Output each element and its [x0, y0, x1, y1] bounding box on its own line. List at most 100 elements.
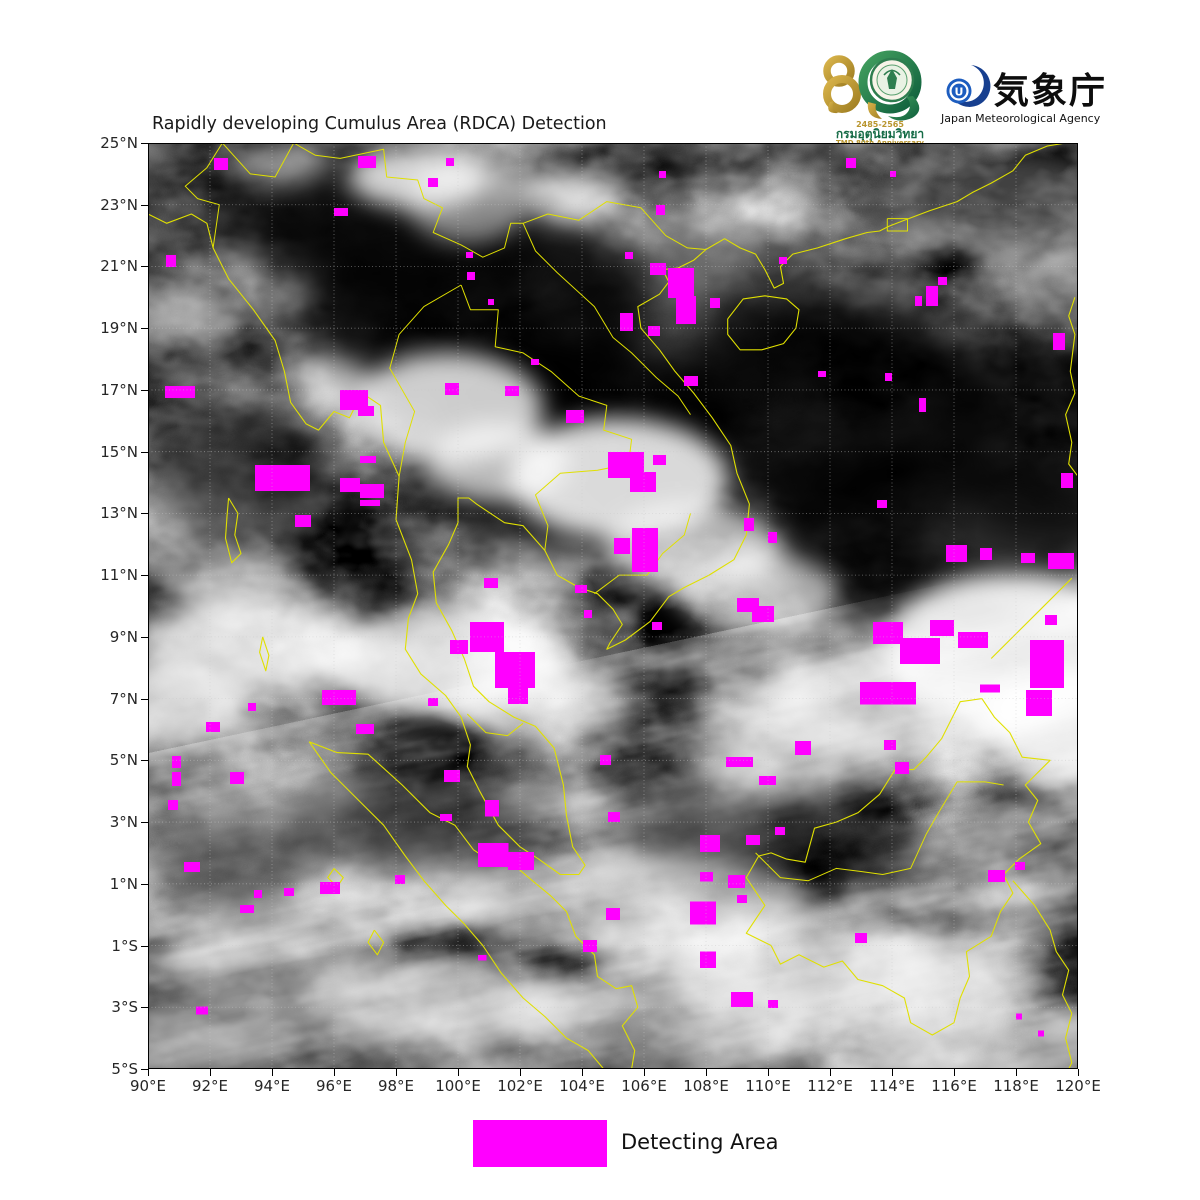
detection-area: [1052, 332, 1065, 350]
detection-area: [320, 881, 341, 894]
detection-area: [988, 869, 1006, 882]
x-tick-label: 104°E: [559, 1077, 605, 1095]
y-tick-label: 3°S: [111, 998, 138, 1017]
detection-area: [883, 740, 896, 750]
detection-area: [467, 272, 476, 280]
x-tick-mark: [582, 1069, 583, 1076]
y-tick-label: 9°N: [109, 627, 138, 646]
detection-area: [895, 761, 909, 774]
detection-area: [214, 158, 228, 171]
detection-area: [196, 1006, 209, 1015]
detection-area: [1061, 473, 1074, 489]
map-frame: [148, 143, 1078, 1069]
detection-area: [700, 951, 717, 968]
detection-area: [254, 890, 263, 898]
detection-area: [877, 500, 887, 509]
detection-area: [507, 687, 528, 704]
x-tick-label: 120°E: [1055, 1077, 1101, 1095]
y-tick-mark: [141, 636, 148, 638]
detection-area: [768, 999, 778, 1008]
x-tick-mark: [954, 1069, 955, 1076]
detection-area: [1030, 640, 1065, 688]
detection-area: [427, 698, 438, 706]
y-tick-mark: [141, 945, 148, 947]
detection-area: [466, 252, 474, 258]
x-tick-label: 90°E: [129, 1077, 167, 1095]
detection-area: [248, 702, 257, 711]
x-tick-mark: [644, 1069, 645, 1076]
detection-area: [751, 606, 774, 623]
detection-area: [700, 871, 714, 882]
tmd-thai-name: กรมอุตุนิยมวิทยา: [836, 127, 924, 142]
detection-area: [653, 455, 666, 465]
x-tick-label: 100°E: [435, 1077, 481, 1095]
detection-area: [1045, 615, 1058, 625]
x-tick-mark: [1078, 1069, 1079, 1076]
jma-crescent-shape: [951, 65, 991, 107]
detection-areas-layer: [165, 156, 1074, 1037]
country-border: [389, 284, 462, 477]
tmd-number-8: [823, 55, 861, 114]
grid-lines-layer: [148, 143, 1078, 1069]
y-tick-mark: [141, 883, 148, 885]
country-border: [184, 143, 223, 248]
detection-area: [649, 263, 666, 276]
detection-area: [484, 577, 498, 588]
country-border: [886, 218, 908, 232]
detection-area: [1021, 552, 1035, 563]
detection-area: [890, 171, 896, 177]
detection-area: [689, 901, 716, 925]
jma-mark-letter: U: [955, 86, 964, 99]
tmd-number-0: [858, 50, 922, 121]
detection-area: [334, 208, 348, 217]
x-tick-mark: [334, 1069, 335, 1076]
detection-area: [731, 991, 754, 1007]
y-tick-mark: [141, 575, 148, 577]
detection-area: [817, 371, 826, 377]
detection-area: [631, 527, 658, 572]
detection-area: [321, 690, 356, 706]
satellite-map-canvas: [148, 143, 1078, 1069]
detection-area: [449, 640, 468, 654]
legend-detecting-area-label: Detecting Area: [621, 1130, 779, 1154]
x-tick-label: 106°E: [621, 1077, 667, 1095]
page-title: Rapidly developing Cumulus Area (RDCA) D…: [152, 114, 607, 134]
detection-area: [1015, 861, 1025, 870]
coastline: [705, 143, 1066, 289]
detection-area: [1047, 552, 1074, 569]
y-tick-label: 25°N: [100, 134, 138, 152]
detection-area: [728, 874, 746, 888]
detection-area: [166, 255, 176, 267]
y-tick-mark: [141, 1069, 148, 1070]
x-tick-label: 114°E: [869, 1077, 915, 1095]
y-tick-mark: [141, 389, 148, 391]
detection-area: [658, 171, 666, 179]
detection-area: [775, 827, 785, 835]
detection-area: [360, 456, 377, 464]
detection-area: [507, 852, 534, 870]
y-tick-label: 5°N: [109, 751, 138, 770]
detection-area: [860, 681, 917, 705]
detection-area: [630, 472, 656, 493]
detection-area: [980, 684, 1001, 693]
detection-area: [656, 205, 666, 215]
detection-area: [505, 385, 519, 396]
detection-area: [478, 954, 487, 961]
detection-area: [945, 544, 967, 562]
jma-name-english: Japan Meteorological Agency: [941, 112, 1101, 125]
x-tick-label: 96°E: [315, 1077, 353, 1095]
x-tick-mark: [830, 1069, 831, 1076]
x-tick-mark: [210, 1069, 211, 1076]
x-tick-mark: [272, 1069, 273, 1076]
y-tick-label: 11°N: [100, 566, 138, 585]
satellite-map: [148, 143, 1078, 1069]
detection-area: [914, 296, 922, 306]
detection-area: [168, 800, 179, 811]
coastline: [308, 741, 639, 1069]
x-tick-label: 92°E: [191, 1077, 229, 1095]
detection-area: [795, 740, 812, 755]
detection-area: [648, 326, 661, 336]
coastline: [1065, 297, 1078, 477]
detection-area: [395, 874, 405, 884]
y-tick-mark: [141, 266, 148, 268]
